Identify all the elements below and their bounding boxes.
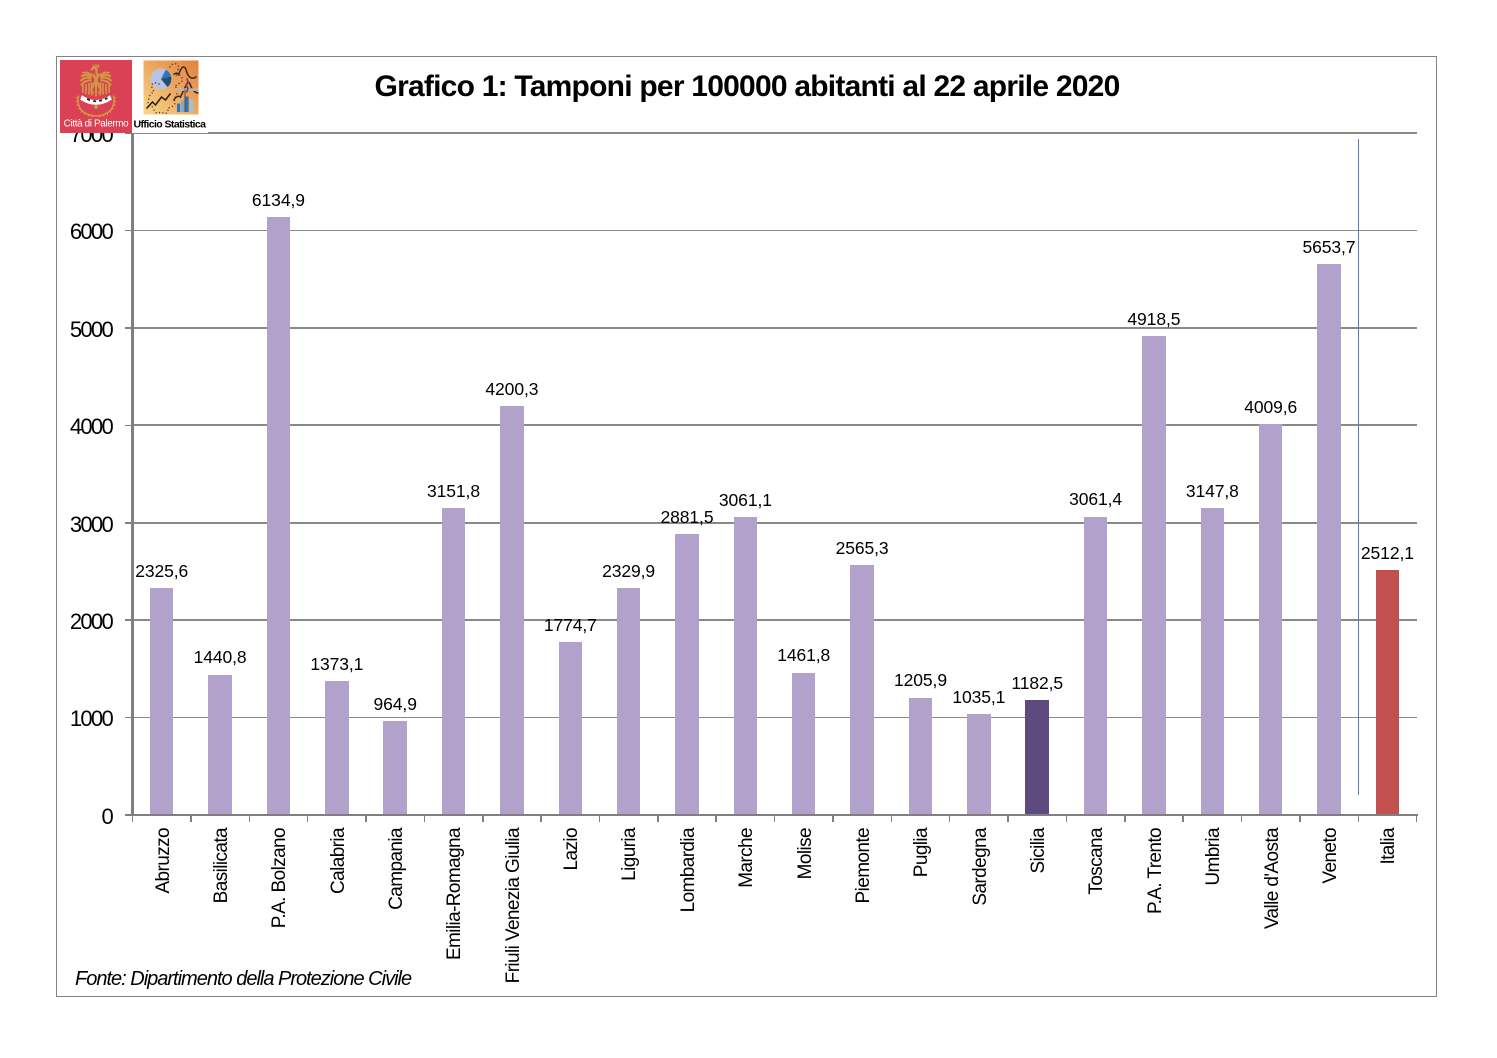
- svg-text:Città di Palermo: Città di Palermo: [63, 118, 129, 129]
- svg-text:Ufficio Statistica: Ufficio Statistica: [133, 118, 206, 130]
